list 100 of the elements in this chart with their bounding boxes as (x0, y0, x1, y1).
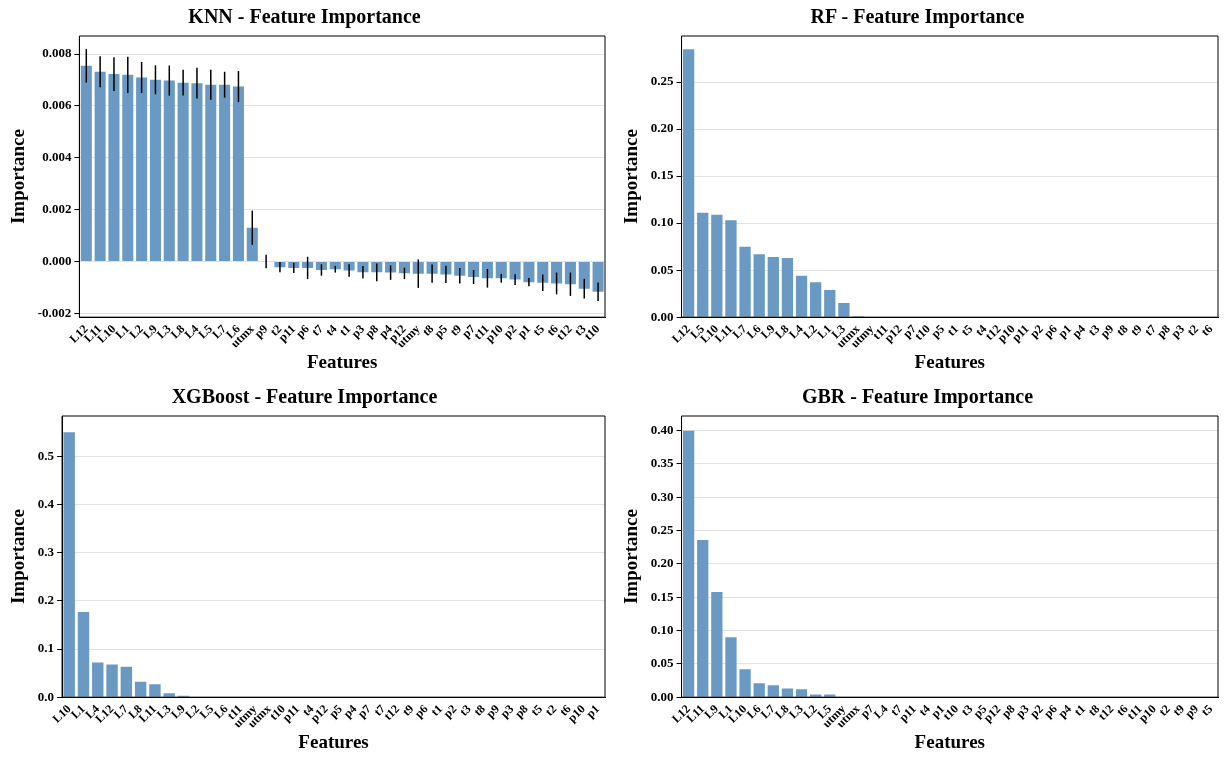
chart-title: RF - Feature Importance (810, 5, 1025, 29)
bar (753, 254, 765, 317)
y-tick-label: 0.10 (650, 214, 674, 230)
chart-title: KNN - Feature Importance (188, 5, 421, 29)
bar (551, 261, 563, 284)
bar (106, 664, 118, 697)
bar (682, 430, 695, 697)
y-tick-label: 0.3 (37, 544, 55, 560)
bar (810, 282, 822, 317)
bar (781, 688, 794, 697)
y-tick-label: 0.35 (650, 455, 675, 471)
bar (468, 261, 480, 277)
bar (177, 82, 189, 261)
y-tick-label: 0.05 (650, 655, 675, 671)
bar (725, 637, 737, 697)
y-tick-label: 0.0 (37, 688, 55, 704)
bar (711, 214, 723, 317)
bar (108, 74, 120, 261)
bar (838, 303, 850, 317)
y-tick-label: 0.15 (650, 167, 675, 183)
chart-title: XGBoost - Feature Importance (171, 385, 438, 409)
y-tick-label: 0.25 (650, 521, 675, 537)
x-tick-label: t1 (1071, 701, 1089, 719)
bar (315, 261, 327, 270)
bar (92, 662, 104, 697)
bar (781, 257, 794, 317)
bar (134, 681, 147, 697)
y-tick-label: -0.002 (37, 304, 72, 320)
x-tick-label: t5 (530, 321, 548, 339)
y-axis-title: Importance (7, 129, 29, 225)
bar (412, 261, 424, 274)
y-axis-title: Importance (7, 509, 29, 605)
bar (385, 261, 397, 273)
bar (564, 261, 576, 285)
bar (219, 84, 231, 261)
bar (767, 685, 779, 697)
bar (454, 261, 466, 276)
bar (824, 289, 836, 317)
bar (810, 694, 822, 697)
bar (120, 666, 133, 697)
x-axis-title: Features (307, 350, 378, 372)
bar (398, 261, 410, 274)
y-tick-label: 0.000 (42, 252, 72, 268)
y-axis-title: Importance (620, 129, 642, 225)
bar (697, 539, 709, 697)
x-axis-title: Features (298, 730, 369, 752)
bar (495, 261, 507, 279)
bar (136, 77, 148, 261)
bar (795, 275, 808, 317)
y-tick-label: 0.00 (650, 308, 674, 324)
bar (149, 684, 161, 697)
y-tick-label: 0.1 (37, 640, 55, 656)
y-tick-label: 0.20 (650, 555, 674, 571)
y-tick-label: 0.15 (650, 588, 675, 604)
y-tick-label: 0.2 (37, 592, 55, 608)
bar (163, 80, 175, 261)
bar (122, 74, 134, 261)
y-tick-label: 0.4 (37, 495, 55, 511)
bar (753, 683, 765, 697)
bar (739, 246, 751, 317)
bar (578, 261, 590, 289)
bar (509, 261, 521, 280)
bar (725, 220, 737, 317)
bar (697, 212, 709, 317)
bar (537, 261, 549, 283)
bar (767, 256, 779, 317)
bar (523, 261, 535, 283)
bar (77, 611, 90, 697)
x-axis-title: Features (914, 350, 985, 372)
bar (481, 261, 493, 279)
bar (711, 591, 723, 697)
y-tick-label: 0.20 (650, 120, 674, 136)
y-tick-label: 0.10 (650, 621, 674, 637)
bar (191, 83, 203, 261)
bar (205, 84, 217, 261)
bar (149, 79, 161, 261)
bar (329, 261, 341, 270)
x-axis-title: Features (914, 730, 985, 752)
chart-title: GBR - Feature Importance (801, 385, 1034, 409)
y-tick-label: 0.006 (42, 97, 72, 113)
bar (302, 261, 314, 268)
y-tick-label: 0.05 (650, 261, 675, 277)
x-tick-label: t9 (399, 701, 417, 719)
bar (592, 261, 604, 292)
bar (739, 669, 751, 697)
x-tick-label: t1 (428, 701, 445, 719)
x-tick-label: t4 (915, 701, 933, 719)
y-tick-label: 0.40 (650, 422, 674, 438)
x-tick-label: t2 (1155, 701, 1173, 719)
y-tick-label: 0.25 (650, 73, 675, 89)
x-tick-label: t5 (1198, 701, 1216, 719)
y-axis-title: Importance (620, 509, 642, 605)
bar (824, 694, 836, 697)
bar (682, 49, 695, 317)
bar (246, 227, 258, 261)
y-tick-label: 0.004 (42, 149, 72, 165)
bar (63, 432, 75, 697)
bar (795, 689, 808, 697)
y-tick-label: 0.00 (650, 688, 674, 704)
bar (163, 693, 175, 697)
